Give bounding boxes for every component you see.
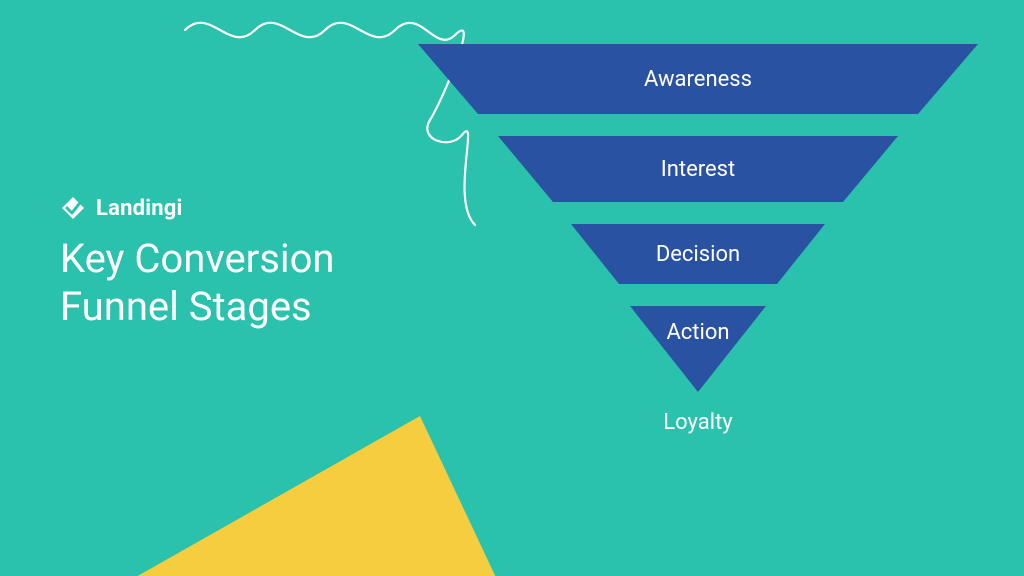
- brand-name: Landingi: [96, 196, 183, 221]
- headline-line-2: Funnel Stages: [60, 283, 335, 331]
- funnel-stage-label: Awareness: [644, 67, 752, 92]
- funnel-stage-4: Action: [630, 306, 766, 392]
- funnel-bottom-label: Loyalty: [663, 410, 732, 435]
- landingi-logo-icon: [60, 195, 86, 221]
- headline: Key Conversion Funnel Stages: [60, 235, 335, 331]
- funnel-stage-label: Interest: [661, 157, 735, 182]
- funnel-stage-2: Interest: [498, 136, 898, 202]
- funnel-stage-label: Decision: [656, 242, 740, 267]
- brand-lockup: Landingi: [60, 195, 183, 221]
- accent-triangle: [120, 416, 500, 576]
- funnel-stage-label: Action: [666, 320, 729, 345]
- funnel-stage-3: Decision: [571, 224, 825, 284]
- conversion-funnel: Awareness Interest Decision Action Loyalty: [418, 44, 978, 435]
- infographic-canvas: Landingi Key Conversion Funnel Stages Aw…: [0, 0, 1024, 576]
- funnel-stage-1: Awareness: [418, 44, 978, 114]
- headline-line-1: Key Conversion: [60, 235, 335, 283]
